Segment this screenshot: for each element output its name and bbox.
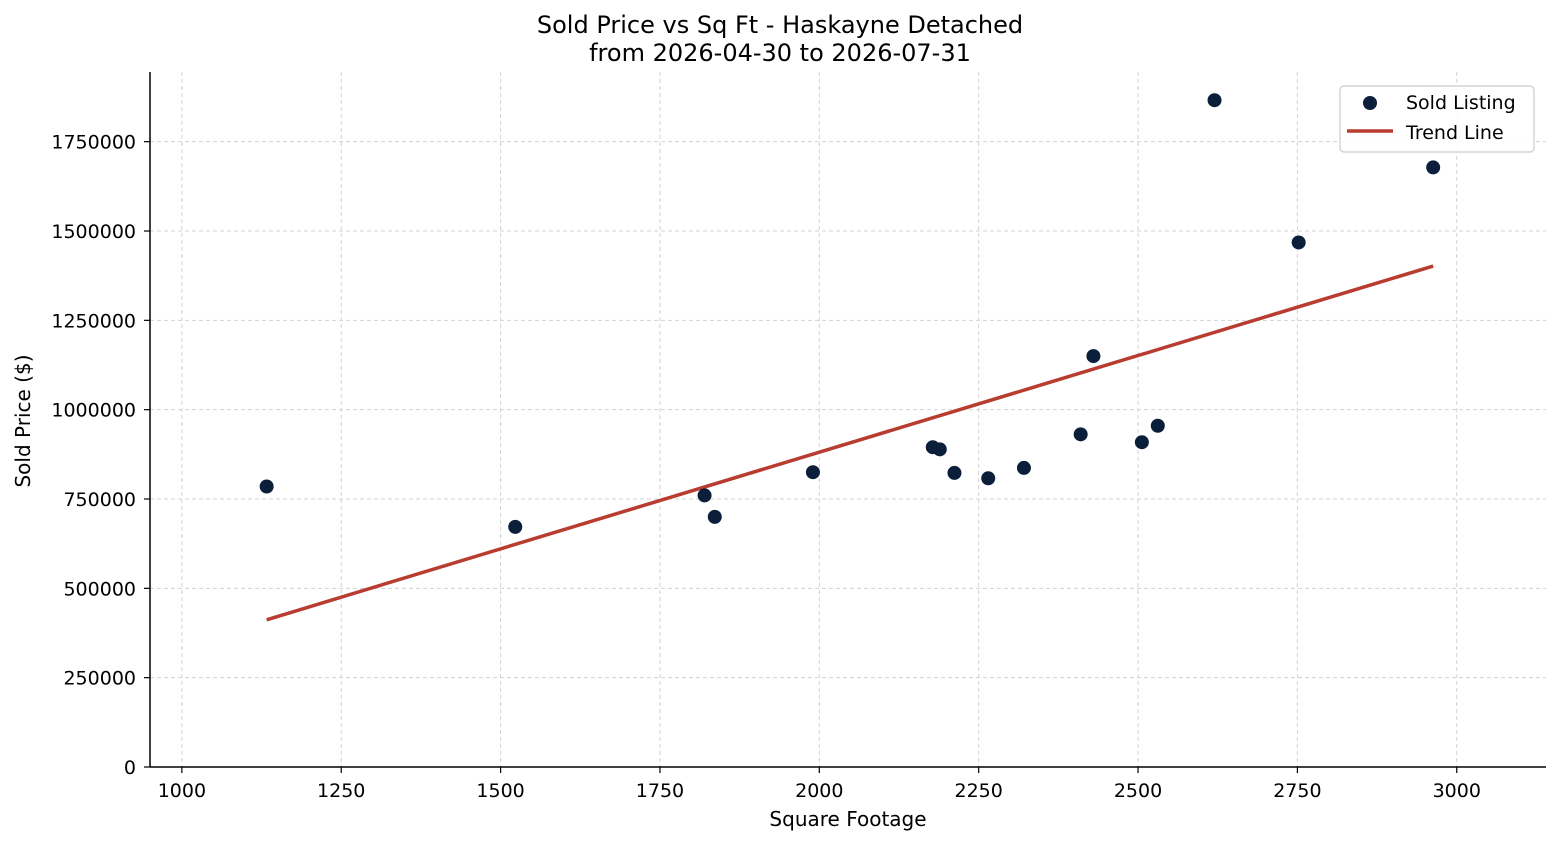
trend-layer: [266, 264, 1434, 622]
sold-listing-point: [805, 465, 820, 480]
x-tick-label: 2500: [1114, 780, 1162, 802]
tick-labels: 1000 1250 1500 1750 2000 2250 2500 2750 3000 0 250…: [51, 132, 1481, 802]
legend-label-trend-line: Trend Line: [1405, 122, 1504, 144]
x-tick-label: 1000: [158, 780, 206, 802]
points-layer: [259, 93, 1441, 534]
x-tick-label: 2000: [795, 780, 843, 802]
trend-line: [266, 264, 1434, 622]
y-tick-label: 500000: [63, 578, 136, 600]
sold-listing-point: [1016, 460, 1031, 475]
y-tick-label: 1500000: [51, 221, 136, 243]
sold-listing-point: [981, 471, 996, 486]
x-tick-label: 1250: [317, 780, 365, 802]
y-tick-label: 1000000: [51, 400, 136, 422]
sold-listing-point: [1150, 418, 1165, 433]
y-tick-label: 250000: [63, 668, 136, 690]
x-tick-label: 2250: [954, 780, 1002, 802]
sold-listing-point: [1426, 160, 1441, 175]
legend-marker-sold-listing: [1363, 96, 1377, 110]
sold-listing-point: [932, 442, 947, 457]
chart-subtitle: from 2026-04-30 to 2026-07-31: [589, 39, 971, 67]
sold-listing-point: [1207, 93, 1222, 108]
x-tick-label: 1750: [636, 780, 684, 802]
sold-listing-point: [259, 479, 274, 494]
y-tick-label: 1750000: [51, 132, 136, 154]
x-tick-label: 1500: [476, 780, 524, 802]
legend-label-sold-listing: Sold Listing: [1406, 92, 1516, 114]
x-axis-title: Square Footage: [769, 807, 926, 831]
y-tick-label: 750000: [63, 489, 136, 511]
sold-listing-point: [707, 509, 722, 524]
x-tick-label: 2750: [1273, 780, 1321, 802]
sold-listing-point: [508, 519, 523, 534]
legend: Sold Listing Trend Line: [1339, 85, 1535, 153]
axes: [144, 72, 1546, 773]
x-tick-label: 3000: [1433, 780, 1481, 802]
y-tick-label: 0: [124, 757, 136, 779]
sold-listing-point: [1134, 435, 1149, 450]
y-tick-label: 1250000: [51, 310, 136, 332]
sold-listing-point: [1073, 427, 1088, 442]
sold-listing-point: [1086, 349, 1101, 364]
sold-listing-point: [947, 465, 962, 480]
legend-box: [1339, 85, 1535, 153]
y-axis-title: Sold Price ($): [11, 354, 35, 487]
chart-title: Sold Price vs Sq Ft - Haskayne Detached: [536, 11, 1024, 39]
sold-listing-point: [697, 488, 712, 503]
grid-lines: [150, 72, 1546, 768]
sold-listing-point: [1291, 235, 1306, 250]
